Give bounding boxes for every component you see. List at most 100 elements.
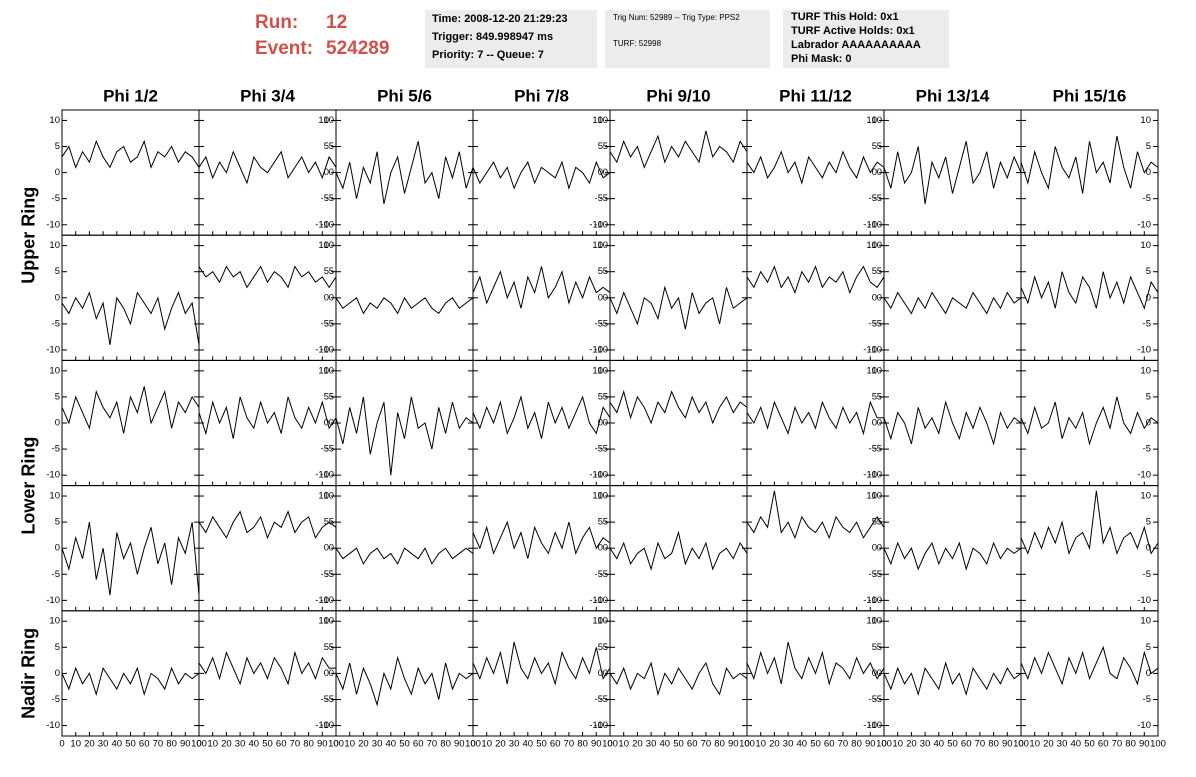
panel-frame [198,485,337,612]
waveform [609,389,748,425]
info-line: TURF: 52998 [613,39,662,48]
panel-frame [198,234,337,361]
y-tick-label: 5 [872,642,877,653]
waveform [335,296,474,315]
y-tick-label: -5 [869,318,877,329]
y-tick-label: 10 [597,115,608,126]
waveform [61,139,200,169]
y-tick-label: 0 [877,543,882,554]
y-tick-label: -10 [320,720,334,731]
y-tick-label: 10 [592,616,603,627]
row-label: Upper Ring [19,187,39,284]
y-tick-label: -5 [321,193,329,204]
x-tick-label: 20 [769,739,780,750]
panel-frame [472,109,611,236]
x-tick-label: 0 [1018,739,1023,750]
y-tick-label: 5 [324,141,329,152]
x-tick-label: 80 [851,739,862,750]
x-tick-label: 60 [413,739,424,750]
y-tick-label: 0 [55,292,60,303]
y-tick-label: 5 [603,141,608,152]
panel-frame [609,109,748,236]
panel-frame [883,109,1022,236]
y-tick-label: -5 [595,444,603,455]
waveform [609,530,748,571]
y-tick-label: -10 [1137,344,1151,355]
y-tick-label: 10 [49,240,60,251]
waveform [746,490,885,540]
y-tick-label: -10 [315,720,329,731]
x-tick-label: 100 [739,739,755,750]
y-tick-label: 10 [1140,365,1151,376]
y-tick-label: 10 [866,616,877,627]
x-tick-label: 60 [687,739,698,750]
waveform [883,661,1022,697]
waveform [198,150,337,185]
y-tick-label: 10 [871,365,882,376]
waveform [883,291,1022,315]
row-label: Lower Ring [19,437,39,535]
y-tick-label: -5 [869,569,877,580]
y-tick-label: 5 [872,141,877,152]
y-tick-label: 0 [324,418,329,429]
y-tick-label: -10 [868,470,882,481]
waveform [1020,396,1159,446]
y-tick-label: 5 [877,266,882,277]
y-tick-label: 10 [318,240,329,251]
y-tick-label: 5 [598,141,603,152]
y-tick-label: 5 [598,391,603,402]
panel-frame [61,610,200,737]
y-tick-label: 10 [323,491,334,502]
x-tick-label: 0 [470,739,475,750]
y-tick-label: 5 [603,391,608,402]
y-tick-label: 5 [1146,517,1151,528]
x-tick-label: 40 [112,739,123,750]
y-tick-label: -5 [52,318,60,329]
y-tick-label: 5 [598,266,603,277]
waveform [472,641,611,686]
y-tick-label: 0 [603,167,608,178]
waveform [335,547,474,565]
waveform [1020,490,1159,556]
y-tick-label: -10 [868,219,882,230]
panel-frame [472,485,611,612]
x-tick-label: 70 [290,739,301,750]
y-tick-label: 5 [324,642,329,653]
x-tick-label: 0 [881,739,886,750]
x-tick-label: 0 [59,739,64,750]
y-tick-label: 5 [329,642,334,653]
column-title: Phi 13/14 [916,86,990,105]
y-tick-label: -10 [863,344,877,355]
column-title: Phi 5/6 [377,86,432,105]
y-tick-label: -5 [52,193,60,204]
y-tick-label: -10 [1137,720,1151,731]
y-tick-label: 5 [329,517,334,528]
y-tick-label: -10 [1137,595,1151,606]
y-tick-label: 0 [598,668,603,679]
x-tick-label: 10 [755,739,766,750]
y-tick-label: 10 [592,240,603,251]
y-tick-label: 5 [598,517,603,528]
x-tick-label: 90 [180,739,191,750]
y-tick-label: 10 [49,365,60,376]
y-tick-label: 5 [603,642,608,653]
x-tick-label: 20 [358,739,369,750]
x-tick-label: 50 [399,739,410,750]
x-tick-label: 40 [797,739,808,750]
y-tick-label: 10 [866,491,877,502]
y-tick-label: 0 [872,418,877,429]
column-title: Phi 7/8 [514,86,569,105]
column-title: Phi 11/12 [779,86,852,105]
y-tick-label: -5 [326,318,334,329]
run-number: 12 [326,12,347,33]
info-line: TURF This Hold: 0x1 [791,11,899,23]
panel-frame [198,610,337,737]
x-tick-label: 80 [1125,739,1136,750]
y-tick-label: -10 [1137,470,1151,481]
y-tick-label: -10 [46,344,60,355]
info-box [605,10,770,68]
x-tick-label: 30 [235,739,246,750]
x-tick-label: 80 [577,739,588,750]
waveform [609,285,748,330]
y-tick-label: 10 [871,115,882,126]
